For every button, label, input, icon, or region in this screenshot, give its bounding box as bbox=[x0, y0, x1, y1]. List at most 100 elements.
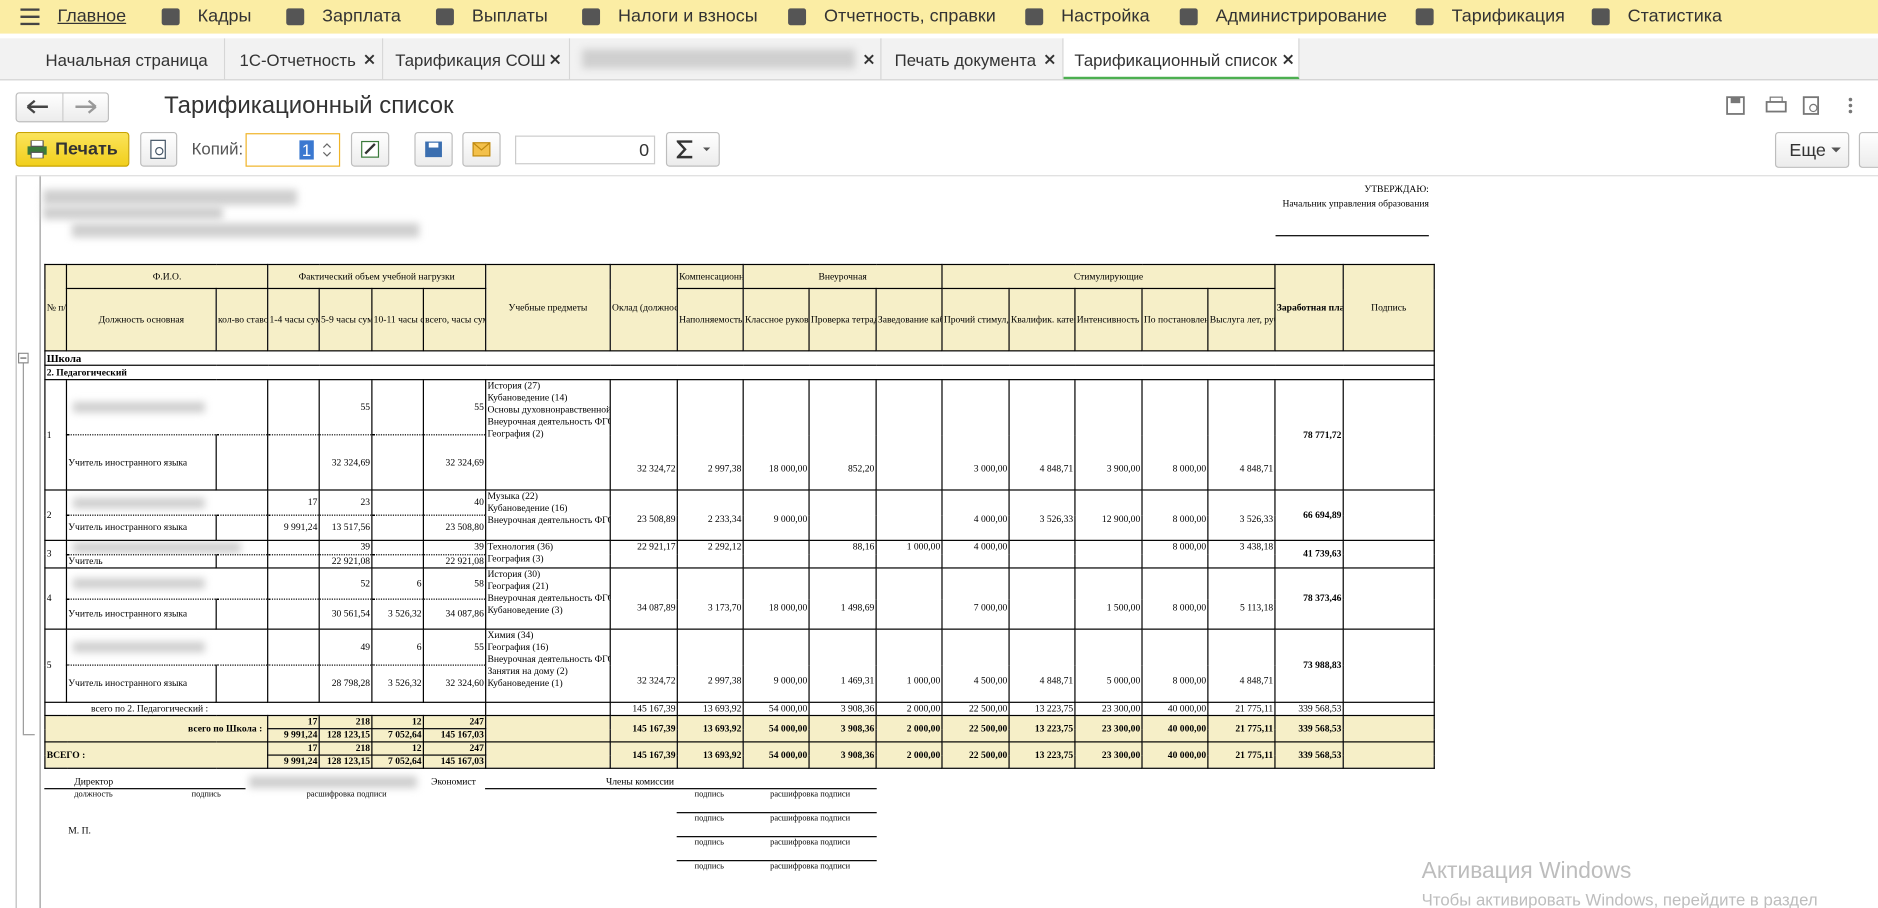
outline-toggle[interactable] bbox=[17, 352, 29, 364]
more-arrow bbox=[1831, 147, 1841, 153]
table-cell: 55 bbox=[318, 379, 373, 435]
tab[interactable]: Тарификационный список bbox=[1063, 38, 1300, 80]
subject: Кубановедение (1) bbox=[487, 677, 563, 689]
menu-item[interactable]: Отчетность, справки bbox=[824, 5, 996, 27]
redacted bbox=[73, 497, 205, 508]
menu-item[interactable]: Зарплата bbox=[322, 5, 401, 27]
tab[interactable] bbox=[570, 38, 882, 80]
menu-item[interactable]: Настройка bbox=[1061, 5, 1150, 27]
table-cell: История (27) Кубановедение (14) Основы дух… bbox=[485, 379, 611, 491]
table-cell: 17 bbox=[267, 489, 320, 516]
table-cell: Технология (36) География (3) bbox=[485, 539, 611, 569]
table-cell: Школа bbox=[44, 350, 1435, 366]
menu-item[interactable]: Выплаты bbox=[471, 5, 548, 27]
table-cell: 4 000,00 bbox=[941, 489, 1010, 541]
table-cell: 12 900,00 bbox=[1074, 489, 1143, 541]
table-cell: 7 052,64 bbox=[371, 754, 424, 769]
table-row: 1 55 55 История (27) Кубановедение (14) Основ… bbox=[44, 379, 1435, 491]
menu-icon bbox=[1025, 8, 1044, 26]
sum-icon bbox=[676, 140, 711, 159]
more-button[interactable]: Еще bbox=[1774, 131, 1850, 168]
close-tab[interactable] bbox=[364, 54, 375, 65]
close-tab[interactable] bbox=[1044, 54, 1055, 65]
table-cell: Квалифик. категория, руб. bbox=[1008, 287, 1076, 352]
divider bbox=[62, 93, 64, 122]
tab[interactable]: Начальная страница bbox=[0, 38, 226, 80]
table-cell: Компенсационные bbox=[676, 263, 744, 290]
close-tab[interactable] bbox=[550, 54, 561, 65]
table-cell: 4 500,00 bbox=[941, 628, 1010, 703]
tab-title: Печать документа bbox=[894, 50, 1037, 70]
forward-button[interactable] bbox=[73, 99, 97, 114]
approve-position: Начальник управления образования bbox=[1282, 197, 1429, 209]
director-label: Директор bbox=[74, 776, 114, 787]
menu-icon[interactable] bbox=[20, 8, 40, 26]
table-cell bbox=[875, 489, 943, 541]
menu-item[interactable]: Главное bbox=[57, 5, 127, 27]
subject: История (30) bbox=[487, 568, 541, 580]
sign-caption: расшифровка подписи bbox=[306, 789, 387, 799]
sum-field[interactable]: 0 bbox=[515, 135, 656, 165]
table-cell: 3 900,00 bbox=[1074, 379, 1143, 491]
menu-item[interactable]: Тарификация bbox=[1451, 5, 1565, 27]
close-tab[interactable] bbox=[1283, 54, 1294, 65]
table-cell: 1 469,31 bbox=[808, 628, 877, 703]
spin[interactable] bbox=[321, 140, 333, 159]
table-cell: 49 bbox=[318, 628, 373, 666]
table-cell bbox=[875, 379, 943, 491]
table-cell: Интенсивность и выс.результаты, руб. bbox=[1074, 287, 1143, 352]
menu-item[interactable]: Налоги и взносы bbox=[618, 5, 758, 27]
table-cell bbox=[267, 598, 320, 630]
table-cell: Должность основная bbox=[65, 287, 217, 352]
table-cell: 39 bbox=[422, 539, 487, 555]
tab[interactable]: 1С-Отчетность bbox=[225, 38, 384, 80]
more-label: Еще bbox=[1789, 140, 1826, 161]
table-cell: 5 113,18 bbox=[1207, 567, 1276, 630]
table-cell: всего, часы сумма bbox=[422, 287, 487, 352]
tab[interactable]: Тарификация СОШ bbox=[383, 38, 571, 80]
table-cell: 145 167,03 bbox=[422, 728, 487, 743]
table-cell: 13 693,92 bbox=[676, 741, 744, 769]
table-cell: 13 693,92 bbox=[676, 714, 744, 743]
form-title: Тарификационный список bbox=[164, 92, 454, 119]
table-cell: 3 000,00 bbox=[941, 379, 1010, 491]
table-cell: 8 000,00 bbox=[1141, 489, 1209, 541]
menu-item[interactable]: Администрирование bbox=[1215, 5, 1387, 27]
table-cell bbox=[65, 539, 269, 555]
table-cell: Заведование кабинетом, руб. bbox=[875, 287, 943, 352]
table-cell bbox=[485, 714, 611, 743]
table-cell: 2 bbox=[44, 489, 68, 541]
menu-item[interactable]: Кадры bbox=[197, 5, 252, 27]
preview-button[interactable] bbox=[140, 131, 178, 167]
close-tab[interactable] bbox=[864, 54, 875, 65]
menu-icon bbox=[582, 8, 601, 26]
extra-button[interactable] bbox=[1858, 131, 1878, 168]
tab[interactable]: Печать документа bbox=[881, 38, 1064, 80]
edit-button[interactable] bbox=[350, 131, 390, 167]
table-cell: Учитель иностранного языка bbox=[65, 664, 217, 703]
menu-item[interactable]: Статистика bbox=[1627, 5, 1723, 27]
save-button[interactable] bbox=[414, 131, 453, 167]
form-icons[interactable] bbox=[1725, 96, 1857, 118]
table-cell bbox=[65, 489, 269, 516]
table-cell bbox=[267, 567, 320, 600]
redacted bbox=[73, 641, 205, 653]
table-cell: 8 000,00 bbox=[1141, 539, 1209, 569]
menu-icon bbox=[1179, 8, 1198, 26]
table-cell bbox=[371, 514, 424, 541]
table-cell: 73 988,83 bbox=[1274, 628, 1344, 703]
sum-button[interactable] bbox=[665, 131, 720, 167]
table-cell: 13 223,75 bbox=[1008, 701, 1076, 717]
print-button[interactable]: Печать bbox=[15, 131, 130, 167]
mail-button[interactable] bbox=[462, 131, 501, 167]
table-cell: 2. Педагогический bbox=[44, 364, 1435, 381]
table-cell: 9 991,24 bbox=[267, 728, 320, 743]
table-cell: 22 921,08 bbox=[318, 553, 373, 569]
copies-input[interactable]: 1 bbox=[245, 133, 341, 167]
preview-icon bbox=[150, 139, 166, 159]
back-button[interactable] bbox=[26, 99, 50, 114]
table-cell: 128 123,15 bbox=[318, 754, 373, 769]
table-cell bbox=[215, 598, 269, 630]
